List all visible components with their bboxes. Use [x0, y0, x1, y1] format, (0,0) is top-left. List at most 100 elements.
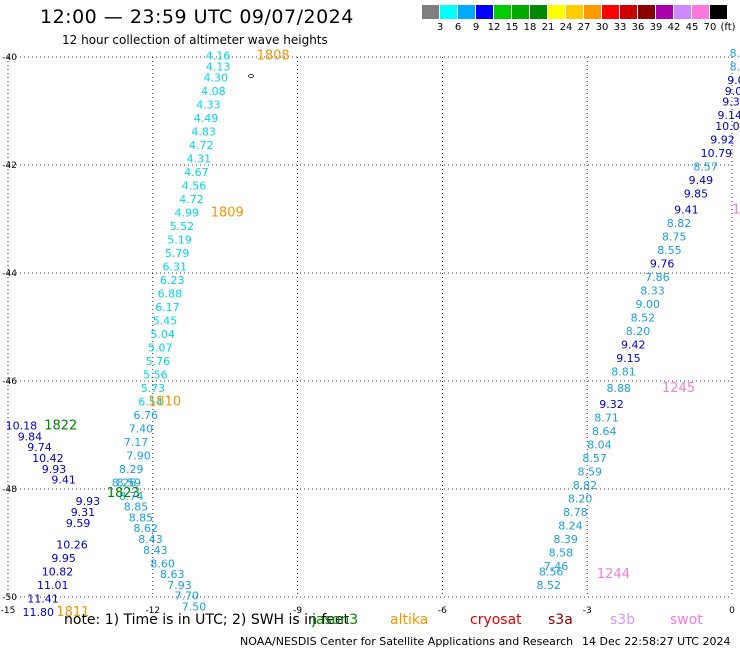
legend-swatch — [656, 5, 673, 19]
legend-label: 15 — [505, 22, 519, 33]
legend-swatch — [476, 5, 493, 19]
wave-height-value: 8.43 — [143, 544, 168, 557]
wave-height-value: 8.71 — [594, 412, 619, 425]
wave-height-value: 6.54 — [138, 395, 163, 408]
wave-height-value: 10.42 — [32, 452, 64, 465]
legend-swatch — [602, 5, 619, 19]
wave-height-value: 9.30 — [722, 96, 740, 109]
page-subtitle: 12 hour collection of altimeter wave hei… — [62, 33, 328, 47]
y-tick-label: -40 — [2, 53, 17, 63]
y-tick-label: -46 — [2, 377, 17, 387]
wave-height-value: 8.59 — [117, 476, 142, 489]
x-tick-label: -6 — [438, 606, 447, 616]
wave-height-value: 4.13 — [206, 61, 231, 74]
page-title: 12:00 — 23:59 UTC 09/07/2024 — [40, 6, 354, 28]
wave-height-value: 9.0 — [727, 74, 740, 87]
wave-height-value: 7.40 — [129, 422, 154, 435]
wave-height-value: 8.78 — [563, 506, 588, 519]
wave-height-value: 9.32 — [599, 398, 624, 411]
wave-height-value: 9.93 — [42, 463, 67, 476]
wave-height-value: 9.31 — [71, 506, 96, 519]
satellite-name: s3a — [548, 612, 573, 628]
y-tick-label: -42 — [2, 161, 17, 171]
wave-height-value: 9.74 — [27, 441, 52, 454]
footer-note: note: 1) Time is in UTC; 2) SWH is in fe… — [64, 612, 350, 628]
position-marker — [248, 74, 254, 78]
wave-height-value: 9.93 — [76, 495, 101, 508]
wave-height-value: 11.01 — [37, 579, 69, 592]
wave-height-value: 8.85 — [129, 511, 154, 524]
legend-swatch — [494, 5, 511, 19]
wave-height-value: 6.17 — [155, 301, 180, 314]
wave-height-value: 6.23 — [160, 274, 185, 287]
wave-height-value: 10.82 — [42, 565, 74, 578]
wave-height-value: 8.88 — [607, 382, 632, 395]
wave-height-value: 4.31 — [187, 152, 212, 165]
satellite-name: altika — [390, 612, 429, 628]
wave-height-value: 4.67 — [184, 166, 209, 179]
wave-height-value: 4.83 — [191, 125, 216, 138]
wave-height-value: 4.99 — [175, 206, 200, 219]
wave-height-value: 8.60 — [150, 557, 175, 570]
wave-height-value: 9.84 — [18, 430, 43, 443]
wave-height-value: 9.0 — [725, 85, 740, 98]
wave-height-value: 8. — [730, 47, 740, 60]
legend-swatch — [710, 5, 727, 19]
legend-label: 6 — [454, 22, 462, 33]
wave-height-value: 5.73 — [141, 382, 166, 395]
wave-height-value: 9.42 — [621, 339, 646, 352]
wave-height-value: 5.56 — [143, 368, 168, 381]
legend-label: 27 — [577, 22, 591, 33]
wave-height-value: 8.57 — [582, 452, 607, 465]
wave-height-value: 9.41 — [51, 474, 76, 487]
wave-height-value: 8.74 — [119, 490, 144, 503]
track-time-label: 1245 — [662, 381, 695, 396]
wave-height-value: 9.59 — [66, 517, 91, 530]
track-time-label: 1810 — [148, 394, 181, 409]
legend-label: (ft) — [720, 22, 736, 33]
track-time-label: 1811 — [56, 605, 89, 620]
wave-height-value: 4.16 — [206, 50, 231, 63]
satellite-name: s3b — [610, 612, 636, 628]
wave-height-value: 8.58 — [549, 547, 574, 560]
wave-height-value: 7.90 — [126, 449, 151, 462]
wave-height-value: 4.08 — [201, 85, 226, 98]
wave-height-value: 7.93 — [167, 579, 192, 592]
wave-height-value: 4.30 — [204, 71, 229, 84]
wave-height-value: 5.19 — [167, 233, 192, 246]
legend-swatch — [530, 5, 547, 19]
legend-label: 9 — [472, 22, 480, 33]
wave-height-value: 4.33 — [196, 98, 221, 111]
wave-height-value: 7.50 — [182, 601, 207, 614]
wave-height-value: 10.18 — [6, 420, 37, 433]
wave-height-value: 7.46 — [544, 560, 569, 573]
legend-swatch — [458, 5, 475, 19]
legend-label: 3 — [436, 22, 444, 33]
wave-height-value: 4.72 — [189, 139, 214, 152]
wave-height-value: 8.43 — [138, 533, 163, 546]
wave-height-value: 8.82 — [573, 479, 598, 492]
wave-height-value: 8.33 — [640, 285, 665, 298]
wave-height-value: 10.79 — [701, 147, 733, 160]
wave-height-value: 8.64 — [592, 425, 617, 438]
wave-height-value: 8.55 — [657, 244, 682, 257]
wave-height-value: 5.76 — [146, 355, 171, 368]
legend-label: 33 — [613, 22, 627, 33]
wave-height-value: 8.62 — [134, 522, 159, 535]
x-tick-label: -12 — [145, 606, 160, 616]
wave-height-value: 8.20 — [568, 493, 593, 506]
credit-line: NOAA/NESDIS Center for Satellite Applica… — [240, 635, 574, 648]
track-time-label: 1244 — [597, 567, 630, 582]
wave-height-value: 9.00 — [636, 298, 661, 311]
wave-height-value: 5.45 — [153, 314, 178, 327]
legend-swatch — [584, 5, 601, 19]
legend-label: 24 — [559, 22, 573, 33]
wave-height-value: 9.92 — [710, 133, 735, 146]
wave-height-value: 8.59 — [578, 466, 603, 479]
wave-height-value: 11.80 — [23, 606, 55, 619]
wave-height-value: 10.26 — [56, 538, 88, 551]
track-time-label: 1822 — [44, 419, 77, 434]
satellite-name: cryosat — [470, 612, 522, 628]
wave-height-value: 9.49 — [689, 174, 714, 187]
